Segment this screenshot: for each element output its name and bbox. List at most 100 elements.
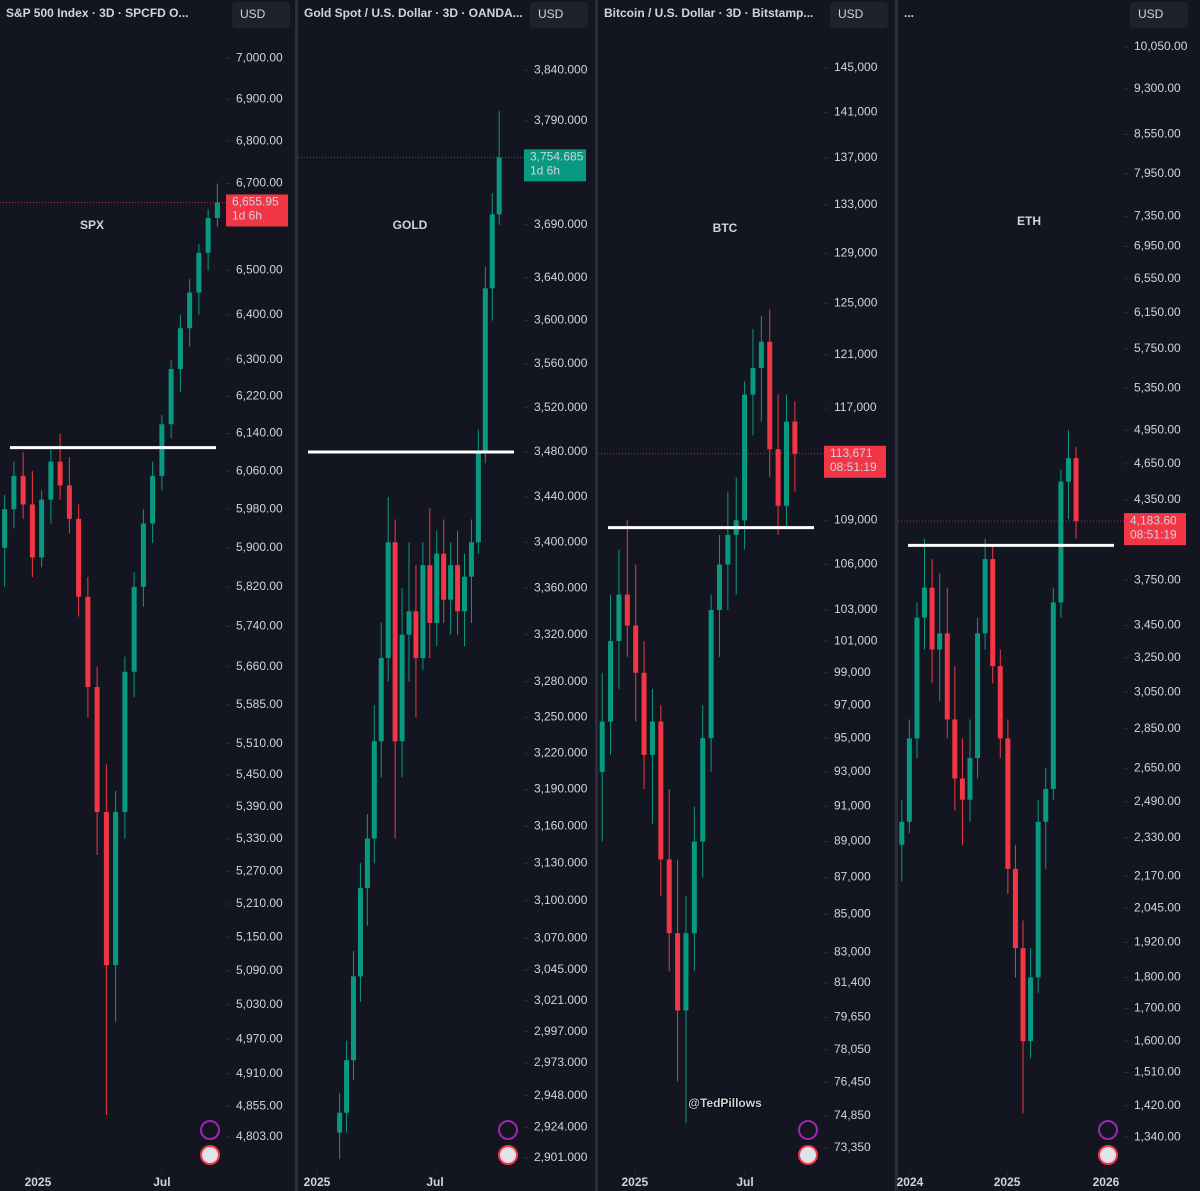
candle-body xyxy=(959,778,965,800)
candle-body xyxy=(767,341,773,450)
candle-body xyxy=(66,485,72,519)
currency: USD xyxy=(240,7,266,21)
candle-body xyxy=(1050,602,1056,789)
y-tick-label: 3,280.000 xyxy=(534,674,588,688)
y-tick-label: 2,490.00 xyxy=(1134,794,1181,808)
icon[interactable] xyxy=(498,1145,518,1165)
chart-title: Gold Spot / U.S. Dollar · 3D · OANDA... xyxy=(304,6,523,20)
y-tick-label: 89,000 xyxy=(834,834,871,848)
y-tick-label: 95,000 xyxy=(834,730,871,744)
candle-body xyxy=(792,421,798,454)
y-tick-label: 6,400.00 xyxy=(236,307,283,321)
y-tick-label: 9,300.00 xyxy=(1134,81,1181,95)
currency-button[interactable] xyxy=(232,2,290,28)
currency-button[interactable] xyxy=(1130,2,1188,28)
candle-body xyxy=(725,534,731,565)
x-tick-label: 2025 xyxy=(25,1175,52,1189)
chart-panel: Gold Spot / U.S. Dollar · 3D · OANDA... U… xyxy=(295,0,588,1191)
y-tick-label: 3,360.000 xyxy=(534,580,588,594)
icon[interactable] xyxy=(498,1120,518,1140)
icon[interactable] xyxy=(798,1145,818,1165)
y-tick-label: 5,750.00 xyxy=(1134,341,1181,355)
x-tick-label: 2025 xyxy=(994,1175,1021,1189)
candle-body xyxy=(1043,788,1049,822)
candle-body xyxy=(967,758,973,800)
currency: USD xyxy=(838,7,864,21)
y-tick-label: 2,850.00 xyxy=(1134,721,1181,735)
y-tick-label: 6,800.00 xyxy=(236,133,283,147)
y-tick-label: 6,550.00 xyxy=(1134,271,1181,285)
candle-body xyxy=(599,721,605,772)
y-tick-label: 5,090.00 xyxy=(236,963,283,977)
candle-body xyxy=(496,157,502,215)
candle-body xyxy=(906,738,912,822)
y-tick-label: 103,000 xyxy=(834,602,878,616)
y-tick-label: 4,650.00 xyxy=(1134,456,1181,470)
y-tick-label: 1,800.00 xyxy=(1134,970,1181,984)
y-tick-label: 87,000 xyxy=(834,870,871,884)
candle-body xyxy=(29,504,35,558)
x-tick-label: Jul xyxy=(153,1175,170,1189)
y-tick-label: 7,000.00 xyxy=(236,50,283,64)
icon[interactable] xyxy=(1098,1145,1118,1165)
candle-body xyxy=(775,449,781,506)
candle-body xyxy=(997,666,1003,739)
last-price-box xyxy=(226,194,288,227)
asset-label: SPX xyxy=(80,218,104,232)
y-tick-label: 2,045.00 xyxy=(1134,901,1181,915)
icon[interactable] xyxy=(798,1120,818,1140)
candle-body xyxy=(675,933,681,1011)
candle-body xyxy=(666,859,672,934)
y-tick-label: 3,840.000 xyxy=(534,62,588,76)
candle-body xyxy=(990,559,996,667)
y-tick-label: 3,021.000 xyxy=(534,993,588,1007)
countdown: 08:51:19 xyxy=(1130,527,1177,541)
y-tick-label: 5,900.00 xyxy=(236,540,283,554)
candle-body xyxy=(357,888,363,977)
y-tick-label: 3,440.000 xyxy=(534,489,588,503)
candle-body xyxy=(952,719,958,779)
y-tick-label: 3,160.000 xyxy=(534,818,588,832)
y-tick-label: 5,660.00 xyxy=(236,659,283,673)
y-tick-label: 6,140.00 xyxy=(236,426,283,440)
y-tick-label: 109,000 xyxy=(834,512,878,526)
y-tick-label: 93,000 xyxy=(834,764,871,778)
y-tick-label: 2,901.000 xyxy=(534,1150,588,1164)
candle-body xyxy=(455,565,461,612)
candle-body xyxy=(48,461,54,500)
candle-body xyxy=(633,625,639,673)
y-tick-label: 5,820.00 xyxy=(236,579,283,593)
chart-panel: S&P 500 Index · 3D · SPCFD O... USD 7,000.… xyxy=(0,2,290,1189)
currency-button[interactable] xyxy=(830,2,888,28)
icon[interactable] xyxy=(200,1120,220,1140)
candle-body xyxy=(351,976,356,1061)
y-tick-label: 3,190.000 xyxy=(534,782,588,796)
candle-body xyxy=(708,610,714,739)
y-tick-label: 125,000 xyxy=(834,295,878,309)
candle-body xyxy=(982,559,988,634)
currency-button[interactable] xyxy=(530,2,588,28)
icon[interactable] xyxy=(200,1145,220,1165)
candle-body xyxy=(742,394,748,521)
y-tick-label: 145,000 xyxy=(834,60,878,74)
y-tick-label: 129,000 xyxy=(834,245,878,259)
countdown: 1d 6h xyxy=(530,164,560,178)
candle-body xyxy=(1012,868,1018,949)
last-price-box xyxy=(824,445,886,478)
y-tick-label: 78,050 xyxy=(834,1042,871,1056)
y-tick-label: 73,350 xyxy=(834,1140,871,1154)
candle-body xyxy=(1028,977,1034,1042)
candle-body xyxy=(113,812,119,966)
y-tick-label: 121,000 xyxy=(834,347,878,361)
candle-body xyxy=(427,565,433,623)
y-tick-label: 2,973.000 xyxy=(534,1055,588,1069)
candle-body xyxy=(150,475,156,524)
icon[interactable] xyxy=(1098,1120,1118,1140)
panel-divider xyxy=(295,0,298,1191)
y-tick-label: 6,150.00 xyxy=(1134,305,1181,319)
y-tick-label: 1,340.00 xyxy=(1134,1129,1181,1143)
y-tick-label: 117,000 xyxy=(834,400,877,414)
y-tick-label: 6,500.00 xyxy=(236,263,283,277)
candle-body xyxy=(420,565,426,659)
